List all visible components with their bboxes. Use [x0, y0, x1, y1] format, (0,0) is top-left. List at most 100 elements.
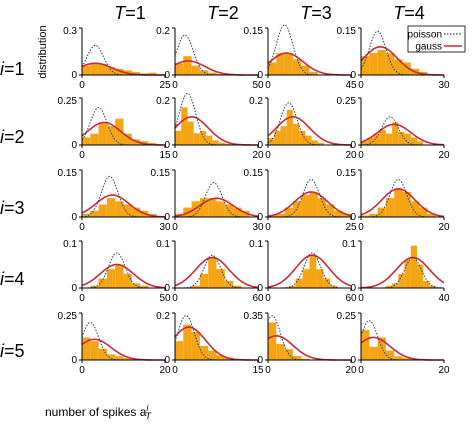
y-tick-label-zero: 0 [164, 140, 170, 151]
histogram-bar [301, 195, 310, 217]
x-tick-label-max: 30 [159, 222, 171, 233]
row-headers: i=1 i=2 i=3 i=4 i=5 [0, 59, 25, 361]
histogram-bar [398, 273, 405, 288]
y-tick-label-zero: 0 [350, 140, 356, 151]
histogram-bar [224, 143, 232, 145]
col-header-1: T=1 [114, 3, 146, 23]
row-header-5-prefix: i [0, 341, 5, 361]
histogram-bar [218, 142, 225, 145]
y-tick-label-zero: 0 [350, 70, 356, 81]
y-tick-label-zero: 0 [350, 283, 356, 294]
y-tick-label-top: 0.25 [58, 96, 78, 107]
histogram-bar [208, 350, 217, 360]
y-tick-label-top: 0.25 [337, 96, 357, 107]
y-tick-label-top: 0.1 [249, 239, 263, 250]
x-tick-label-min: 0 [172, 222, 178, 233]
histogram-bar [377, 49, 386, 75]
subplot-r4-c4: 0.1 00 40 [342, 239, 450, 304]
y-tick-label-zero: 0 [350, 355, 356, 366]
histogram-bar [115, 356, 124, 360]
histogram-bar [410, 201, 420, 217]
y-tick-label-zero: 0 [350, 212, 356, 223]
y-tick-label-top: 0.15 [151, 168, 171, 179]
histogram-bar [123, 133, 132, 145]
histogram-bar [284, 349, 293, 360]
histogram-bar [82, 213, 91, 217]
histogram-bar [98, 122, 107, 145]
x-tick-label-min: 0 [172, 150, 178, 161]
histogram-bar [193, 133, 200, 145]
col-header-3: T=3 [300, 3, 332, 23]
histogram-bar [394, 356, 403, 360]
row-header-5: i=5 [0, 341, 25, 361]
gauss-curve [267, 115, 351, 146]
subplot-r1-c2: 0.200 50 [156, 26, 264, 91]
histogram-bar [175, 63, 184, 75]
subplot-r2-c3: 0.200 20 [249, 96, 357, 161]
histogram-bar [106, 269, 116, 288]
histogram-bar [191, 65, 200, 75]
histogram-bar [392, 122, 399, 145]
histogram-bar [280, 126, 287, 145]
y-tick-label-zero: 0 [257, 355, 263, 366]
histogram-bar [199, 198, 209, 217]
histogram-bar [394, 59, 403, 75]
histogram-bar [90, 133, 99, 145]
x-tick-label-max: 20 [159, 365, 171, 376]
histogram-bar [402, 62, 411, 75]
histogram-bar [123, 273, 132, 288]
row-header-5-value: =5 [4, 341, 25, 361]
histogram-bar [131, 207, 141, 217]
gauss-curve [81, 194, 166, 218]
x-tick-label-min: 0 [79, 365, 85, 376]
y-tick-label-top: 0.2 [156, 26, 170, 37]
histogram-bar [212, 140, 219, 145]
histogram-bar [115, 264, 124, 288]
gauss-curve [360, 187, 445, 218]
x-axis-label: number of spikes ai T [45, 403, 152, 421]
histogram-bar [385, 285, 393, 288]
subplot-r3-c2: 0.15 00 30 [151, 168, 264, 233]
col-header-2-value: =2 [218, 3, 239, 23]
histogram-bar [274, 130, 281, 145]
histogram-bar [106, 67, 116, 75]
y-tick-label-zero: 0 [164, 283, 170, 294]
histogram-bar [208, 72, 217, 75]
subplot-r4-c3: 0.100 60 [249, 239, 357, 304]
subplot-r5-c2: 0.200 15 [156, 311, 264, 376]
poisson-curve [268, 178, 351, 218]
y-tick-label-zero: 0 [71, 140, 77, 151]
histogram-bar [299, 130, 306, 145]
x-tick-label-min: 0 [172, 80, 178, 91]
histogram-bar [410, 137, 418, 145]
x-tick-label-min: 0 [358, 293, 364, 304]
x-tick-label-max: 20 [345, 150, 357, 161]
row-header-2-value: =2 [4, 127, 25, 147]
histogram-bar [208, 198, 217, 217]
col-header-3-value: =3 [311, 3, 332, 23]
histogram-bar [423, 280, 430, 288]
x-tick-label-min: 0 [358, 365, 364, 376]
histogram-bar [115, 201, 124, 217]
x-axis-label-sub: T [145, 411, 152, 421]
gauss-curve [360, 123, 445, 146]
histogram-bar [216, 73, 225, 75]
histogram-bar [402, 191, 411, 217]
x-tick-label-max: 20 [252, 150, 264, 161]
y-tick-label-zero: 0 [164, 212, 170, 223]
histogram-bar [90, 210, 99, 217]
y-tick-label-zero: 0 [71, 355, 77, 366]
legend-box [407, 25, 466, 53]
x-axis-label-sup: i [146, 403, 149, 413]
row-header-1: i=1 [0, 59, 25, 79]
y-axis-label: distribution [37, 25, 49, 78]
histogram-bar [216, 201, 225, 217]
histogram-bar [302, 269, 310, 288]
histogram-bar [292, 201, 302, 217]
legend: poisson gauss [407, 25, 466, 53]
col-header-4-prefix: T [393, 3, 406, 23]
